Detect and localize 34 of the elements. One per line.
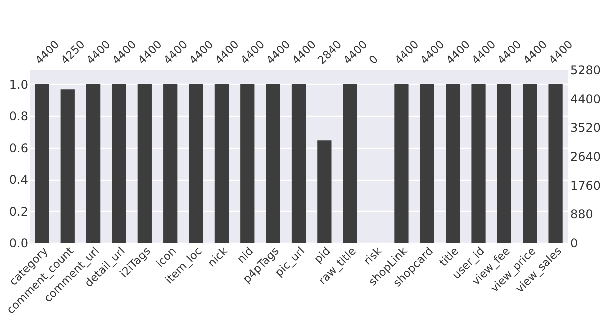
bar <box>112 84 126 243</box>
bar <box>472 84 486 243</box>
bar <box>164 84 178 243</box>
y-tick-label: 0.6 <box>9 141 28 156</box>
y2-tick-label: 3520 <box>570 121 602 136</box>
bar <box>548 84 563 243</box>
y2-tick-label: 1760 <box>570 178 602 193</box>
y-tick-label: 0.2 <box>9 204 28 219</box>
bar <box>420 84 434 243</box>
bar <box>523 84 538 243</box>
bar <box>86 84 101 243</box>
bar <box>266 84 280 243</box>
y-tick-label: 0.4 <box>9 173 28 188</box>
y2-tick-label: 880 <box>570 208 594 222</box>
y2-tick-label: 4400 <box>570 92 602 106</box>
y2-tick-label: 2640 <box>570 150 602 164</box>
bar <box>394 84 409 243</box>
bar <box>497 84 512 243</box>
bar <box>240 84 255 243</box>
y2-tick-label: 0 <box>570 236 578 250</box>
y-tick-label: 0.8 <box>9 110 28 124</box>
bar <box>138 84 152 243</box>
bar <box>343 84 358 243</box>
y-tick-label: 0.0 <box>9 236 28 250</box>
bar <box>446 84 460 243</box>
bar <box>189 84 204 243</box>
bar <box>214 84 230 243</box>
y-tick-label: 1.0 <box>9 78 28 92</box>
text: 0 <box>366 53 381 68</box>
bar <box>318 140 332 243</box>
bar <box>35 84 50 243</box>
bar <box>60 90 75 243</box>
y2-tick-label: 5280 <box>570 64 602 78</box>
bar <box>292 84 306 243</box>
